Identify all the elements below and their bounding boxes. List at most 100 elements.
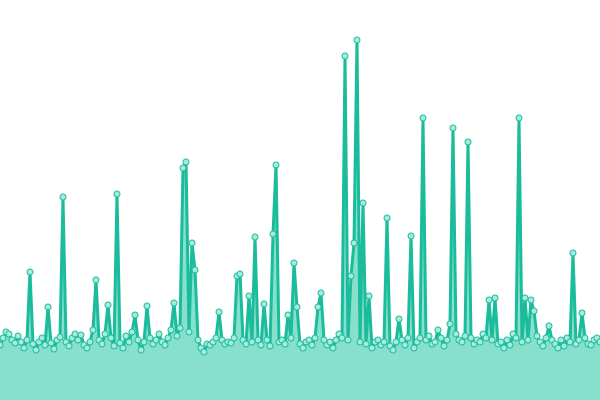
- point: [356, 338, 364, 346]
- point: [305, 336, 313, 344]
- point: [32, 346, 40, 354]
- point: [119, 344, 127, 352]
- point: [344, 336, 352, 344]
- point: [29, 340, 37, 348]
- point: [131, 311, 139, 319]
- point: [542, 334, 550, 342]
- point: [380, 338, 388, 346]
- point: [251, 233, 259, 241]
- point: [194, 336, 202, 344]
- point: [77, 331, 85, 339]
- point: [353, 36, 361, 44]
- point: [65, 342, 73, 350]
- point: [401, 341, 409, 349]
- point: [164, 334, 172, 342]
- point: [434, 326, 442, 334]
- point: [14, 332, 22, 340]
- point: [191, 266, 199, 274]
- point: [107, 334, 115, 342]
- point: [134, 336, 142, 344]
- point: [362, 340, 370, 348]
- point: [569, 249, 577, 257]
- point: [347, 272, 355, 280]
- point: [500, 344, 508, 352]
- point: [533, 332, 541, 340]
- point: [83, 344, 91, 352]
- point: [440, 342, 448, 350]
- point: [395, 315, 403, 323]
- point: [242, 340, 250, 348]
- point: [482, 334, 490, 342]
- point: [443, 336, 451, 344]
- point: [452, 330, 460, 338]
- point: [92, 276, 100, 284]
- point: [254, 336, 262, 344]
- point: [38, 334, 46, 342]
- point: [17, 338, 25, 346]
- point: [557, 336, 565, 344]
- point: [0, 334, 7, 342]
- point: [56, 333, 64, 341]
- point: [530, 307, 538, 315]
- point: [161, 341, 169, 349]
- point: [248, 338, 256, 346]
- point: [419, 114, 427, 122]
- point: [476, 338, 484, 346]
- point: [173, 332, 181, 340]
- point: [314, 303, 322, 311]
- point: [74, 336, 82, 344]
- point: [170, 299, 178, 307]
- point: [326, 338, 334, 346]
- point: [50, 345, 58, 353]
- point: [269, 230, 277, 238]
- point: [389, 346, 397, 354]
- point: [431, 338, 439, 346]
- point: [20, 344, 28, 352]
- point: [596, 338, 600, 346]
- point: [497, 338, 505, 346]
- point: [26, 268, 34, 276]
- point: [410, 344, 418, 352]
- point: [317, 289, 325, 297]
- point: [503, 336, 511, 344]
- point: [143, 302, 151, 310]
- point: [155, 330, 163, 338]
- point: [284, 311, 292, 319]
- point: [104, 301, 112, 309]
- point: [257, 341, 265, 349]
- area-fill: [0, 40, 600, 400]
- point: [404, 334, 412, 342]
- point: [515, 114, 523, 122]
- point: [89, 326, 97, 334]
- point: [152, 336, 160, 344]
- point: [125, 338, 133, 346]
- point: [425, 332, 433, 340]
- point: [176, 324, 184, 332]
- point: [521, 294, 529, 302]
- point: [47, 339, 55, 347]
- point: [488, 336, 496, 344]
- point: [86, 338, 94, 346]
- point: [308, 341, 316, 349]
- point: [71, 330, 79, 338]
- point: [383, 214, 391, 222]
- point: [329, 344, 337, 352]
- point: [236, 270, 244, 278]
- point: [0, 341, 4, 349]
- point: [359, 199, 367, 207]
- point: [101, 330, 109, 338]
- point: [290, 259, 298, 267]
- point: [392, 338, 400, 346]
- point: [272, 161, 280, 169]
- point: [266, 342, 274, 350]
- point: [311, 334, 319, 342]
- point: [200, 348, 208, 356]
- point: [539, 342, 547, 350]
- point: [260, 300, 268, 308]
- point: [320, 336, 328, 344]
- point: [587, 341, 595, 349]
- point: [578, 309, 586, 317]
- point: [461, 332, 469, 340]
- point: [167, 326, 175, 334]
